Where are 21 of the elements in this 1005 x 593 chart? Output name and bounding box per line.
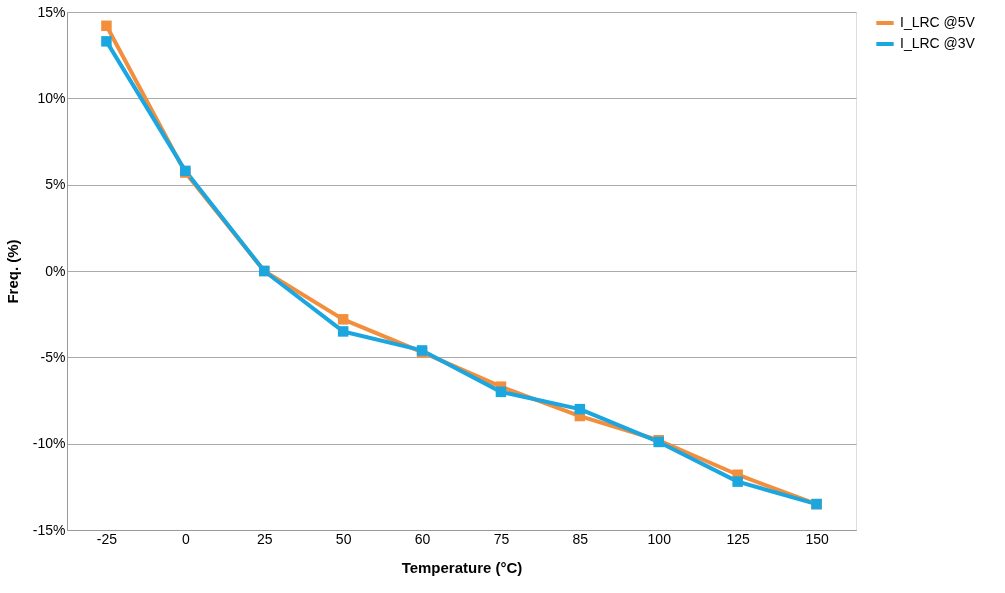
legend-label: I_LRC @3V [900, 35, 976, 51]
x-tick-label: 0 [181, 530, 190, 547]
x-tick-label: 150 [805, 530, 829, 547]
x-tick-label: 100 [647, 530, 672, 547]
y-axis-title: Freq. (%) [3, 239, 21, 304]
y-tick-label: 15% [37, 3, 66, 20]
y-tick-label: 5% [45, 176, 66, 193]
x-tick-label: 25 [256, 530, 273, 547]
y-tick-label: -15% [32, 521, 66, 538]
y-tick-label: 10% [37, 89, 66, 106]
x-tick-label: 85 [572, 530, 589, 547]
x-tick-label: 50 [335, 530, 352, 547]
x-tick-label: 125 [726, 530, 751, 547]
y-tick-label: -5% [40, 348, 66, 365]
x-tick-label: 60 [414, 530, 431, 547]
y-tick-label: 0% [45, 262, 66, 279]
x-tick-label: 75 [493, 530, 510, 547]
legend-label: I_LRC @5V [900, 14, 976, 30]
x-axis-title: Temperature (°C) [401, 558, 523, 576]
y-tick-label: -10% [32, 435, 66, 452]
x-tick-label: -25 [96, 530, 118, 547]
